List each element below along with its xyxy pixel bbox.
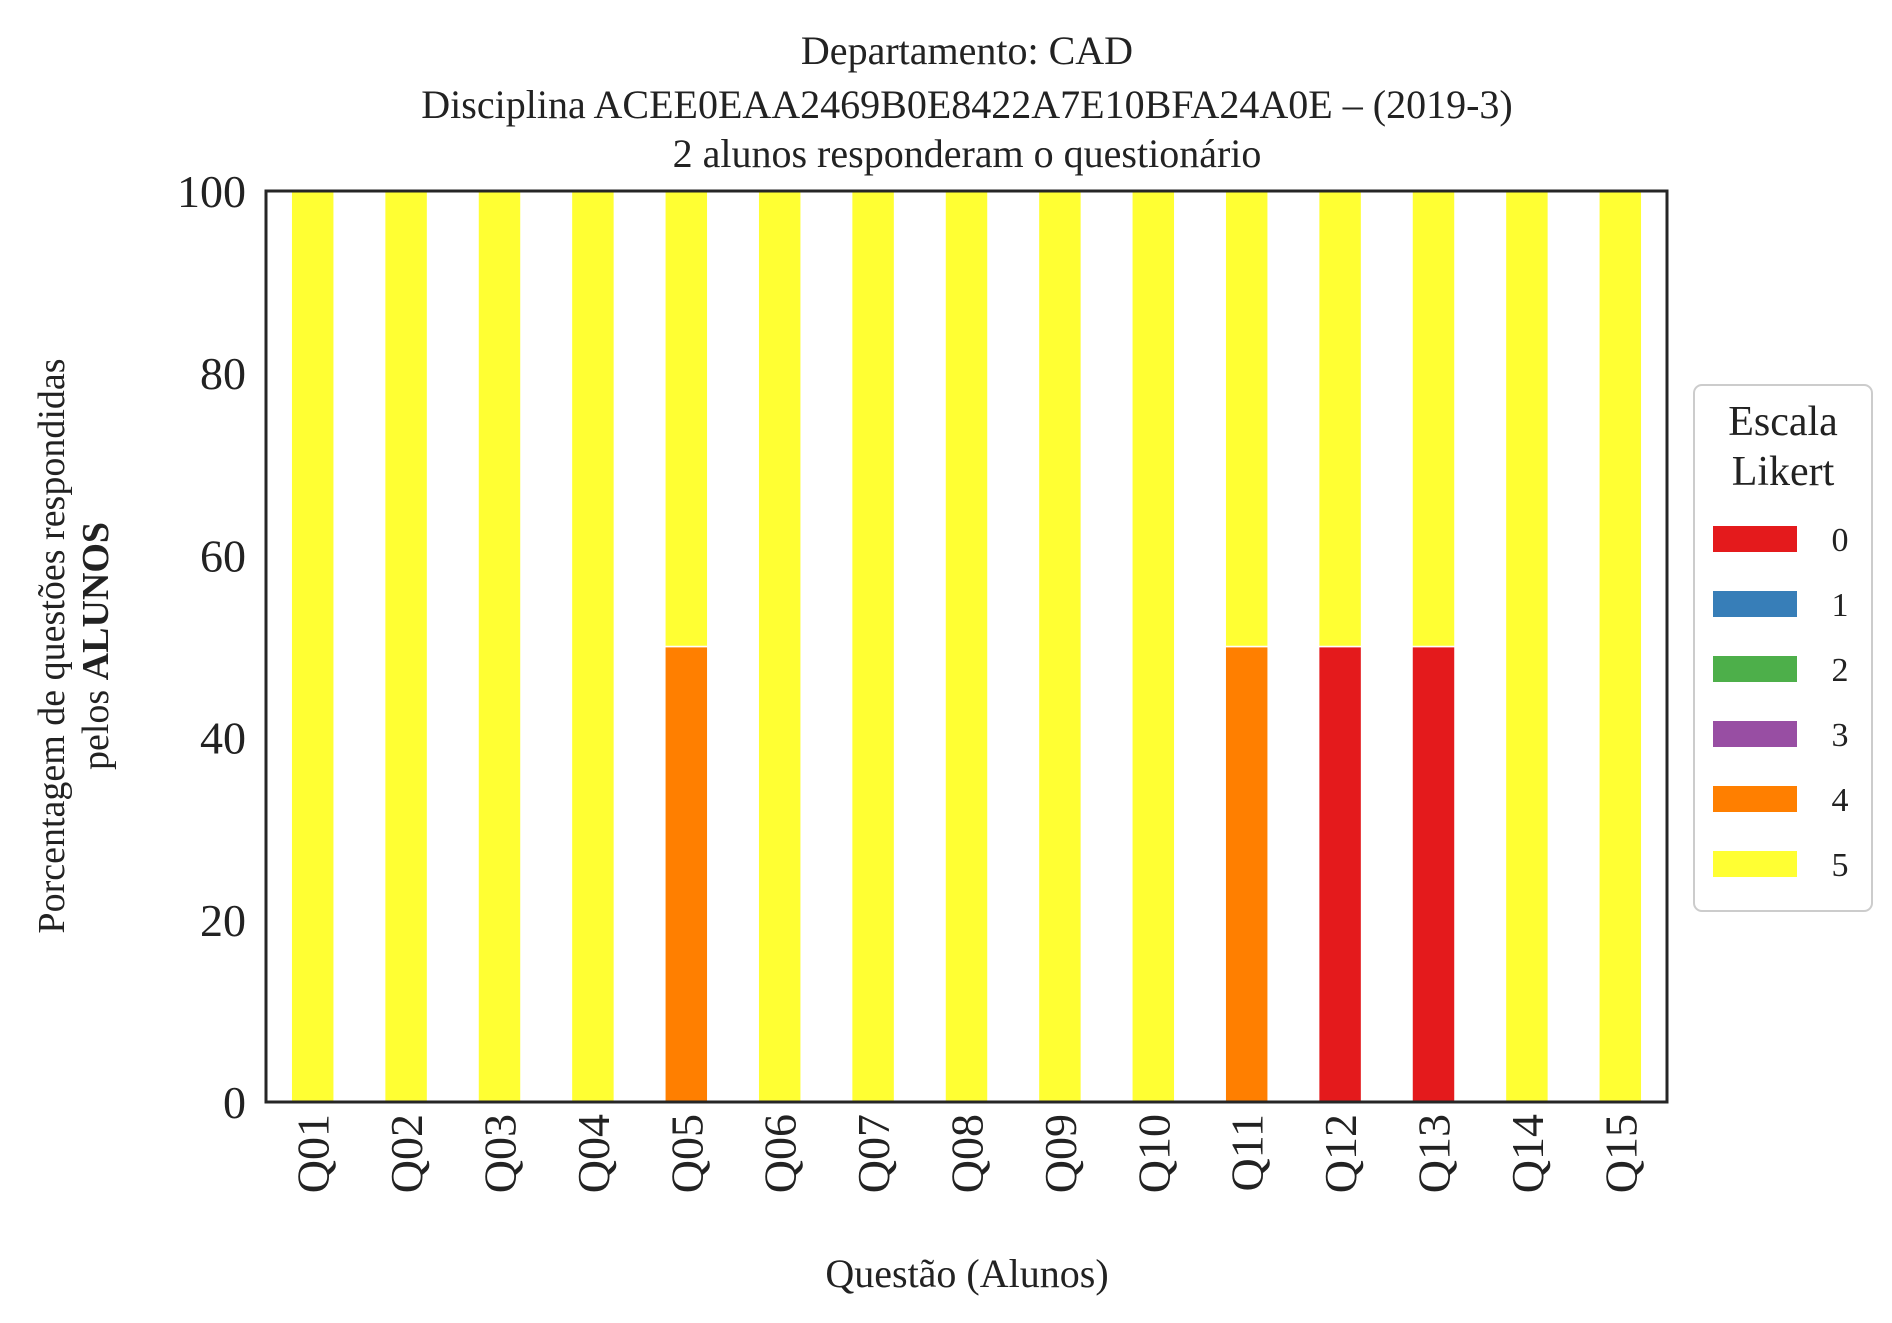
legend-label-3: 3 <box>1832 717 1849 754</box>
bar-q07-scale-5 <box>850 190 896 1103</box>
bar-q06-scale-5 <box>757 190 802 1103</box>
x-tick-label-q06: Q06 <box>755 1114 806 1193</box>
legend-title-line-2: Likert <box>1732 449 1835 495</box>
bar-q01-scale-5 <box>290 190 335 1103</box>
legend-swatch-3 <box>1713 721 1797 747</box>
legend-label-0: 0 <box>1832 522 1849 559</box>
legend-swatch-1 <box>1713 591 1797 617</box>
x-tick-label-q05: Q05 <box>661 1114 712 1193</box>
bar-q08-scale-5 <box>944 190 989 1103</box>
y-tick-label: 100 <box>177 166 246 217</box>
legend-swatch-5 <box>1713 851 1797 877</box>
legend-swatch-2 <box>1713 656 1797 682</box>
y-axis-label-prefix: pelos <box>75 680 117 770</box>
title-line-3: 2 alunos responderam o questionário <box>673 131 1262 176</box>
legend-title-line-1: Escala <box>1728 399 1838 445</box>
y-tick-label: 80 <box>200 348 246 399</box>
x-tick-label-q11: Q11 <box>1222 1114 1273 1192</box>
chart-title: Departamento: CAD Disciplina ACEE0EAA246… <box>421 28 1512 176</box>
x-tick-label-q02: Q02 <box>381 1114 432 1193</box>
legend-label-5: 5 <box>1832 847 1849 884</box>
x-tick-label-q09: Q09 <box>1035 1114 1086 1193</box>
y-tick-label: 40 <box>200 713 246 764</box>
bar-q09-scale-5 <box>1037 190 1083 1103</box>
y-tick-label: 20 <box>200 895 246 946</box>
legend-box <box>1693 384 1873 912</box>
bar-q10-scale-5 <box>1131 190 1176 1103</box>
x-tick-label-q14: Q14 <box>1502 1114 1553 1193</box>
bar-q12-scale-5 <box>1317 190 1363 648</box>
bar-q12-scale-0 <box>1317 645 1363 1103</box>
legend-label-4: 4 <box>1832 782 1849 819</box>
legend-label-2: 2 <box>1832 652 1849 689</box>
bars-layer <box>290 190 1643 1103</box>
bar-q13-scale-0 <box>1411 645 1456 1103</box>
legend-swatch-0 <box>1713 526 1797 552</box>
title-line-1: Departamento: CAD <box>801 28 1133 73</box>
x-tick-label-q03: Q03 <box>475 1114 526 1193</box>
x-tick-label-q08: Q08 <box>942 1114 993 1193</box>
x-tick-label-q15: Q15 <box>1595 1114 1646 1193</box>
legend-label-1: 1 <box>1832 587 1849 624</box>
bar-q11-scale-5 <box>1224 190 1269 648</box>
bar-q11-scale-4 <box>1224 645 1269 1103</box>
bar-q13-scale-5 <box>1411 190 1456 648</box>
plot-frame <box>264 189 1669 1104</box>
bar-q05-scale-4 <box>664 645 709 1103</box>
legend: Escala Likert 0 1 2 3 4 5 <box>1693 384 1873 912</box>
bar-q05-scale-5 <box>664 190 709 648</box>
bar-q14-scale-5 <box>1504 190 1550 1103</box>
y-axis-ticks: 0 20 40 60 80 100 <box>177 166 246 1128</box>
x-tick-label-q12: Q12 <box>1315 1114 1366 1193</box>
x-tick-label-q01: Q01 <box>288 1114 339 1193</box>
bar-q04-scale-5 <box>570 190 616 1103</box>
y-axis-label-line-2: pelos ALUNOS <box>75 522 117 770</box>
x-axis-label: Questão (Alunos) <box>825 1251 1108 1296</box>
x-tick-label-q04: Q04 <box>568 1114 619 1193</box>
bar-q02-scale-5 <box>383 190 429 1103</box>
x-tick-label-q10: Q10 <box>1128 1114 1179 1193</box>
x-tick-label-q13: Q13 <box>1409 1114 1460 1193</box>
legend-swatch-4 <box>1713 786 1797 812</box>
y-axis-label-line-1: Porcentagem de questões respondidas <box>31 358 73 933</box>
y-tick-label: 0 <box>223 1077 246 1128</box>
x-axis-ticks: Q01 Q02 Q03 Q04 Q05 Q06 Q07 Q08 Q09 Q10 Q11 Q12 Q13 Q… <box>288 1114 1647 1193</box>
bar-q15-scale-5 <box>1598 190 1643 1103</box>
title-line-2: Disciplina ACEE0EAA2469B0E8422A7E10BFA24… <box>421 82 1512 127</box>
bar-q03-scale-5 <box>477 190 522 1103</box>
y-axis-label-bold: ALUNOS <box>75 522 117 680</box>
y-axis-label: Porcentagem de questões respondidas pelo… <box>31 358 117 933</box>
x-tick-label-q07: Q07 <box>848 1114 899 1193</box>
legend-entries: 0 1 2 3 4 5 <box>1713 522 1849 884</box>
y-tick-label: 60 <box>200 530 246 581</box>
